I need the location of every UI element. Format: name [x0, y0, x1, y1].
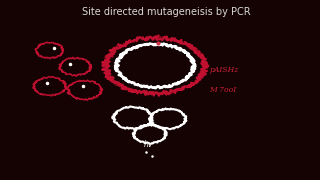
Text: Site directed mutageneisis by PCR: Site directed mutageneisis by PCR: [82, 7, 251, 17]
Text: hv: hv: [144, 140, 154, 149]
Text: M 7ooI: M 7ooI: [210, 86, 237, 94]
Text: pAISHz: pAISHz: [210, 66, 239, 74]
